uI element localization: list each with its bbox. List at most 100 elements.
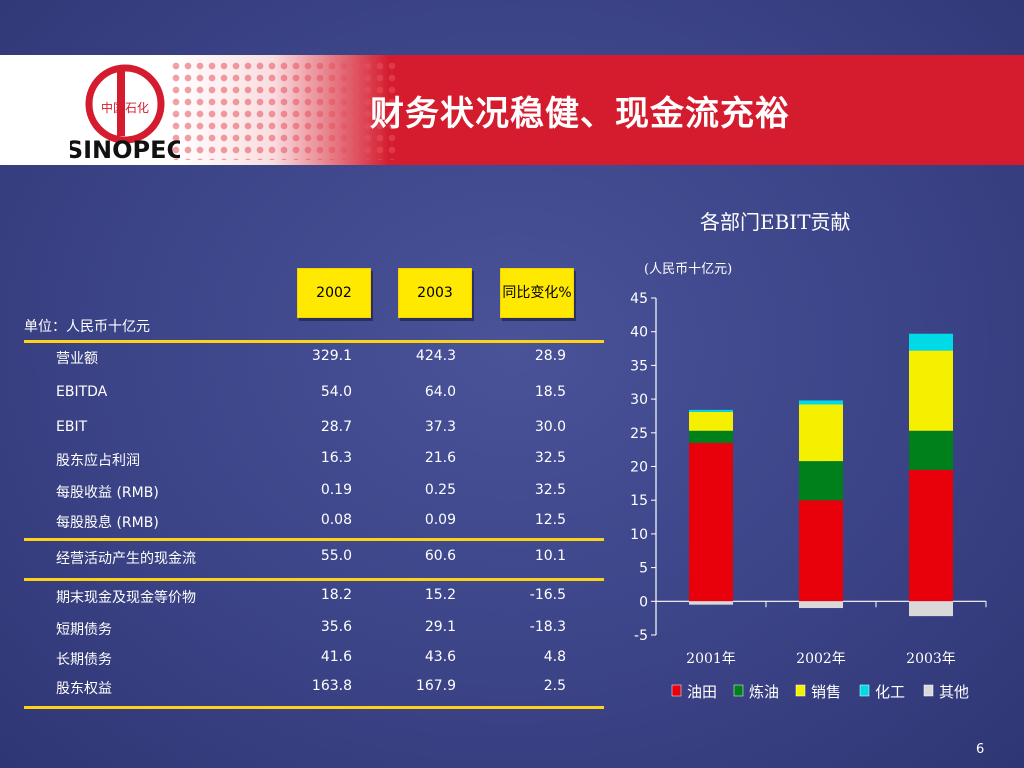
y-tick-label: 45 — [630, 291, 648, 307]
bar-segment — [909, 469, 953, 602]
value-change: 32.5 — [534, 482, 566, 498]
value-2002: 28.7 — [320, 419, 352, 435]
row-label: EBIT — [56, 419, 88, 435]
chart-unit-label: (人民币十亿元) — [644, 262, 733, 277]
row-label: 股东权益 — [56, 681, 112, 697]
value-2002: 329.1 — [311, 348, 352, 364]
legend-label: 其他 — [939, 683, 969, 701]
x-tick-label: 2001年 — [686, 651, 736, 667]
legend-swatch — [923, 684, 934, 697]
value-2003: 15.2 — [424, 587, 456, 603]
row-label: 营业额 — [56, 351, 98, 367]
bar-segment — [909, 601, 953, 617]
y-tick-label: 5 — [639, 561, 648, 577]
bar-segment — [689, 411, 733, 431]
value-2003: 60.6 — [424, 548, 456, 564]
value-2003: 64.0 — [424, 384, 456, 400]
legend-swatch — [671, 684, 682, 697]
y-tick-label: 30 — [630, 392, 648, 408]
y-tick-label: 35 — [630, 358, 648, 374]
value-change: 4.8 — [543, 649, 566, 665]
value-2003: 43.6 — [424, 649, 456, 665]
y-tick-label: 40 — [630, 325, 648, 341]
logo-wordmark: SINOPEC — [70, 136, 180, 162]
table-row: EBIT 28.7 37.3 30.0 — [0, 419, 620, 443]
x-tick-label: 2003年 — [906, 651, 956, 667]
y-tick-label: 20 — [630, 460, 648, 476]
bar-segment — [689, 601, 733, 605]
bar-segment — [799, 400, 843, 405]
slide-title: 财务状况稳健、现金流充裕 — [370, 94, 790, 134]
row-label: 每股股息 (RMB) — [56, 515, 159, 531]
value-change: -18.3 — [529, 619, 566, 635]
bar-segment — [799, 404, 843, 462]
logo-dot-pattern — [170, 60, 400, 160]
value-2002: 18.2 — [320, 587, 352, 603]
value-change: 12.5 — [534, 512, 566, 528]
table-row: 期末现金及现金等价物 18.2 15.2 -16.5 — [0, 587, 620, 611]
column-header-2002: 2002 — [297, 268, 371, 318]
value-2003: 424.3 — [415, 348, 456, 364]
value-change: 32.5 — [534, 450, 566, 466]
table-row: 经营活动产生的现金流 55.0 60.6 10.1 — [0, 548, 620, 572]
value-change: 30.0 — [534, 419, 566, 435]
legend-label: 销售 — [811, 683, 841, 701]
row-label: 期末现金及现金等价物 — [56, 590, 196, 606]
row-label: 长期债务 — [56, 652, 112, 668]
value-change: 28.9 — [534, 348, 566, 364]
legend-label: 油田 — [687, 683, 717, 701]
value-2002: 35.6 — [320, 619, 352, 635]
table-unit-label: 单位：人民币十亿元 — [24, 319, 150, 335]
legend-swatch — [733, 684, 744, 697]
row-label: 每股收益 (RMB) — [56, 485, 159, 501]
table-row: 每股股息 (RMB) 0.08 0.09 12.5 — [0, 512, 620, 536]
legend-swatch — [859, 684, 870, 697]
table-row: 股东权益 163.8 167.9 2.5 — [0, 678, 620, 702]
value-2003: 29.1 — [424, 619, 456, 635]
value-2003: 0.09 — [424, 512, 456, 528]
legend-swatch — [795, 684, 806, 697]
bar-segment — [909, 333, 953, 351]
table-row: EBITDA 54.0 64.0 18.5 — [0, 384, 620, 408]
bar-segment — [689, 442, 733, 602]
sinopec-logo: 中国石化 SINOPEC — [70, 64, 180, 162]
y-tick-label: -5 — [634, 628, 648, 644]
column-header-change: 同比变化% — [500, 268, 574, 318]
column-header-2003: 2003 — [398, 268, 472, 318]
row-label: 经营活动产生的现金流 — [56, 551, 196, 567]
table-rule-bottom — [24, 706, 604, 709]
row-label: EBITDA — [56, 384, 108, 400]
bar-segment — [799, 461, 843, 501]
value-change: 10.1 — [534, 548, 566, 564]
bar-segment — [799, 500, 843, 602]
value-change: -16.5 — [529, 587, 566, 603]
table-rule-mid1 — [24, 538, 604, 541]
row-label: 股东应占利润 — [56, 453, 140, 469]
legend-label: 化工 — [875, 683, 905, 701]
y-tick-label: 10 — [630, 527, 648, 543]
value-2003: 167.9 — [415, 678, 456, 694]
logo-chinese-text: 中国石化 — [101, 100, 149, 115]
value-2002: 0.19 — [320, 482, 352, 498]
bar-segment — [799, 601, 843, 609]
value-2002: 16.3 — [320, 450, 352, 466]
value-2002: 163.8 — [311, 678, 352, 694]
table-row: 短期债务 35.6 29.1 -18.3 — [0, 619, 620, 643]
value-change: 2.5 — [543, 678, 566, 694]
x-tick-label: 2002年 — [796, 651, 846, 667]
page-number: 6 — [976, 742, 985, 757]
bar-segment — [909, 350, 953, 431]
y-tick-label: 0 — [639, 594, 648, 610]
value-2002: 41.6 — [320, 649, 352, 665]
value-2003: 37.3 — [424, 419, 456, 435]
value-2002: 55.0 — [320, 548, 352, 564]
table-row: 营业额 329.1 424.3 28.9 — [0, 348, 620, 372]
table-rule-mid2 — [24, 578, 604, 581]
row-label: 短期债务 — [56, 622, 112, 638]
legend-label: 炼油 — [749, 683, 779, 701]
table-row: 股东应占利润 16.3 21.6 32.5 — [0, 450, 620, 474]
value-change: 18.5 — [534, 384, 566, 400]
value-2003: 21.6 — [424, 450, 456, 466]
chart-title: 各部门EBIT贡献 — [700, 210, 851, 234]
value-2002: 0.08 — [320, 512, 352, 528]
